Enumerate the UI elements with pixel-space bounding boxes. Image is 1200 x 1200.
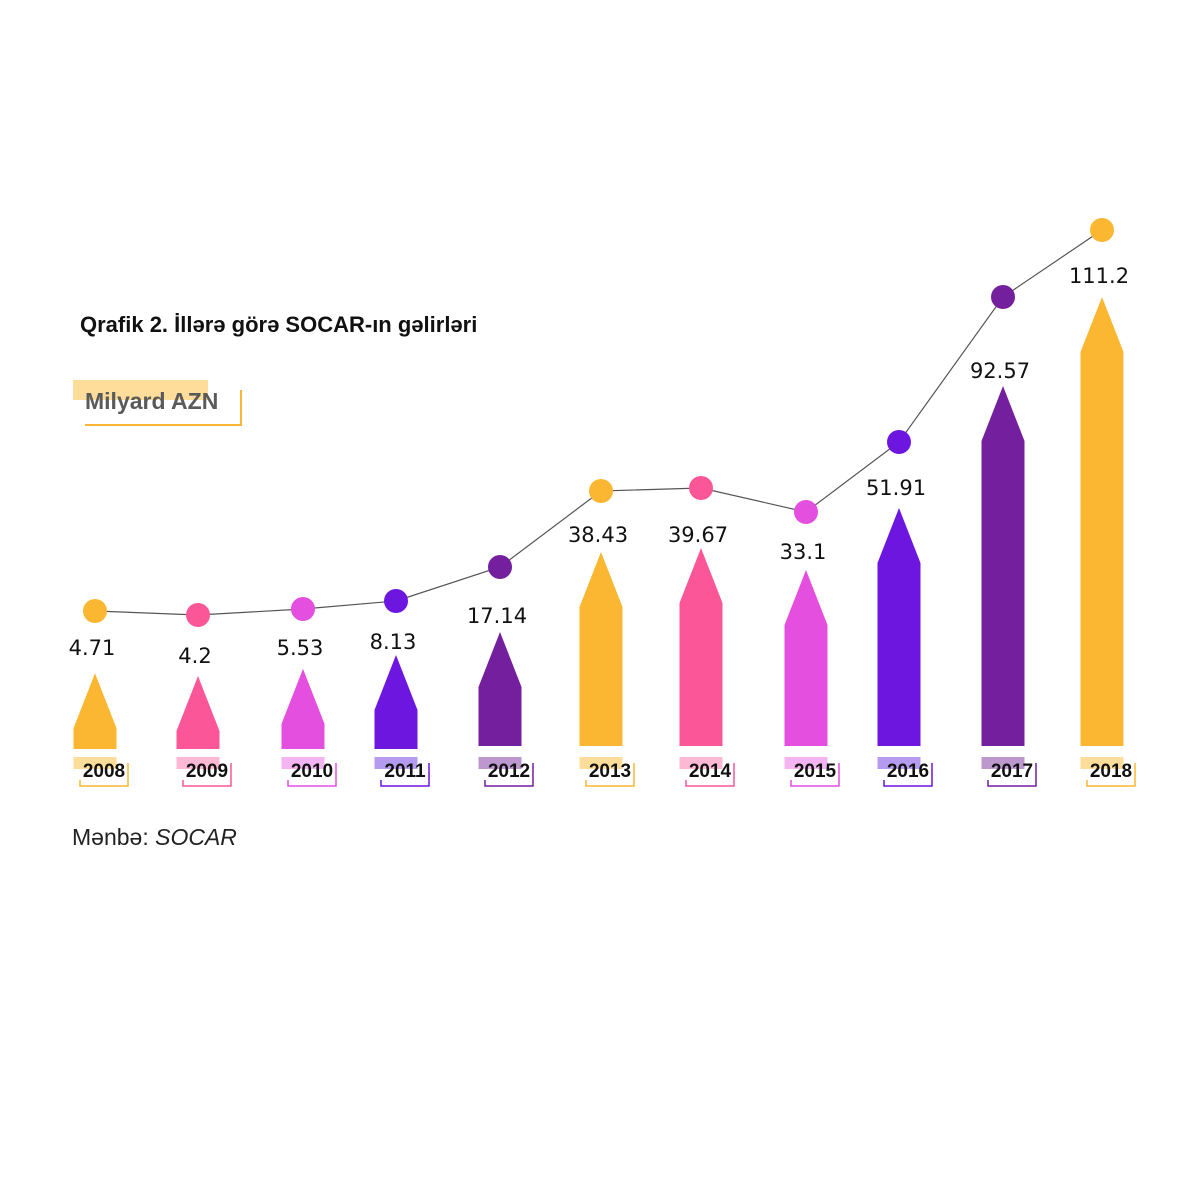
year-highlight <box>679 757 723 769</box>
year-highlight <box>374 757 418 769</box>
year-label: 2018 <box>1090 761 1132 782</box>
unit-highlight <box>73 380 208 400</box>
year-bracket <box>484 763 534 787</box>
line-point-2013 <box>589 479 613 503</box>
value-label: 8.13 <box>370 630 417 654</box>
year-bracket <box>1086 763 1136 787</box>
year-bracket <box>987 763 1037 787</box>
year-bracket <box>883 763 933 787</box>
year-label: 2016 <box>887 761 929 782</box>
year-label: 2010 <box>291 761 333 782</box>
year-label: 2011 <box>384 761 426 782</box>
line-point-2012 <box>488 555 512 579</box>
line-point-2016 <box>887 430 911 454</box>
year-label: 2008 <box>83 761 125 782</box>
line-point-2017 <box>991 285 1015 309</box>
chart-title: Qrafik 2. İllərə görə SOCAR-ın gəlirləri <box>80 312 478 337</box>
year-label: 2012 <box>488 761 530 782</box>
year-highlight <box>281 757 325 769</box>
bar-2010 <box>281 668 325 749</box>
source-name: SOCAR <box>155 824 237 850</box>
year-bracket <box>79 763 129 787</box>
year-bracket <box>585 763 635 787</box>
line-point-2011 <box>384 589 408 613</box>
year-bracket <box>380 763 430 787</box>
bar-2015 <box>784 570 828 746</box>
bar-2012 <box>478 632 522 746</box>
line-point-2009 <box>186 603 210 627</box>
line-point-2014 <box>689 476 713 500</box>
year-label: 2009 <box>186 761 228 782</box>
value-label: 51.91 <box>866 476 926 500</box>
unit-bracket <box>85 390 242 426</box>
source-note: Mənbə: SOCAR <box>72 824 237 851</box>
value-label: 5.53 <box>277 636 324 660</box>
line-point-2018 <box>1090 218 1114 242</box>
year-highlight <box>176 757 220 769</box>
bar-2014 <box>679 547 723 746</box>
line-point-2008 <box>83 599 107 623</box>
year-label: 2017 <box>991 761 1033 782</box>
value-label: 33.1 <box>780 540 827 564</box>
value-label: 4.71 <box>69 636 116 660</box>
year-label: 2014 <box>689 761 732 782</box>
bar-2017 <box>981 386 1025 746</box>
year-label: 2013 <box>589 761 631 782</box>
line-point-2010 <box>291 597 315 621</box>
source-label: Mənbə: <box>72 824 149 850</box>
year-highlight <box>784 757 828 769</box>
value-label: 38.43 <box>568 523 628 547</box>
value-label: 39.67 <box>668 523 728 547</box>
year-highlight <box>73 757 117 769</box>
year-highlight <box>478 757 522 769</box>
year-bracket <box>182 763 232 787</box>
bar-2011 <box>374 655 418 749</box>
year-label: 2015 <box>794 761 837 782</box>
value-label: 111.2 <box>1069 264 1129 288</box>
bar-2008 <box>73 673 117 749</box>
value-label: 4.2 <box>178 644 211 668</box>
value-label: 17.14 <box>467 604 527 628</box>
year-highlight <box>1080 757 1124 769</box>
value-label: 92.57 <box>970 359 1030 383</box>
year-highlight <box>981 757 1025 769</box>
year-highlight <box>579 757 623 769</box>
bar-2018 <box>1080 297 1124 746</box>
year-bracket <box>685 763 735 787</box>
trend-line <box>94 229 1103 616</box>
year-bracket <box>287 763 337 787</box>
bar-2016 <box>877 508 921 746</box>
bar-2013 <box>579 552 623 746</box>
year-bracket <box>790 763 840 787</box>
year-highlight <box>877 757 921 769</box>
y-axis-unit-label: Milyard AZN <box>85 388 219 414</box>
bar-2009 <box>176 676 220 749</box>
line-point-2015 <box>794 500 818 524</box>
